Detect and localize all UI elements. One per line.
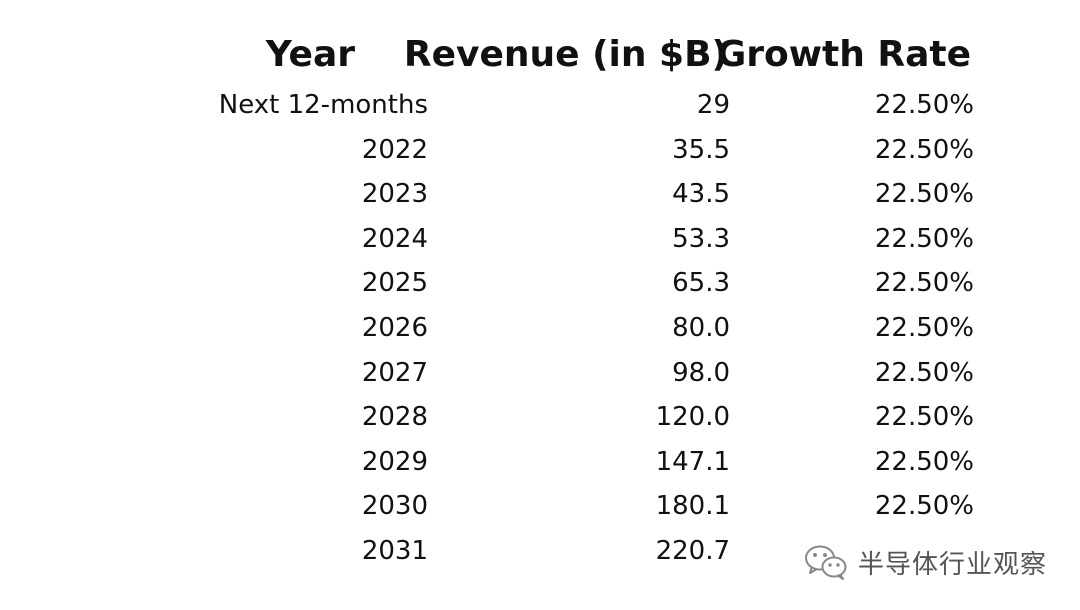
header-growth-rate: Growth Rate bbox=[716, 34, 971, 75]
watermark: 半导体行业观察 bbox=[804, 540, 1047, 584]
cell-revenue: 80.0 bbox=[672, 313, 730, 343]
watermark-text: 半导体行业观察 bbox=[858, 549, 1048, 580]
cell-growth-rate: 22.50% bbox=[874, 224, 974, 254]
cell-year: 2030 bbox=[361, 491, 428, 521]
cell-revenue: 35.5 bbox=[672, 135, 730, 165]
cell-revenue: 43.5 bbox=[672, 179, 730, 209]
cell-growth-rate: 22.50% bbox=[874, 313, 974, 343]
cell-revenue: 220.7 bbox=[655, 536, 730, 566]
cell-growth-rate: 22.50% bbox=[874, 358, 974, 388]
cell-year: 2028 bbox=[361, 402, 428, 432]
cell-growth-rate: 22.50% bbox=[874, 135, 974, 165]
cell-year: 2027 bbox=[361, 358, 428, 388]
cell-growth-rate: 22.50% bbox=[874, 268, 974, 298]
cell-year: 2029 bbox=[361, 447, 428, 477]
cell-growth-rate: 22.50% bbox=[874, 402, 974, 432]
wechat-icon bbox=[804, 543, 848, 581]
cell-year: 2031 bbox=[361, 536, 428, 566]
header-revenue: Revenue (in $B) bbox=[403, 34, 728, 75]
cell-growth-rate: 22.50% bbox=[874, 491, 974, 521]
cell-growth-rate: 22.50% bbox=[874, 90, 974, 120]
cell-revenue: 180.1 bbox=[655, 491, 730, 521]
cell-year: 2023 bbox=[361, 179, 428, 209]
cell-year: 2026 bbox=[361, 313, 428, 343]
cell-revenue: 65.3 bbox=[672, 268, 730, 298]
cell-growth-rate: 22.50% bbox=[874, 179, 974, 209]
header-year: Year bbox=[265, 34, 355, 75]
cell-year: 2022 bbox=[361, 135, 428, 165]
cell-revenue: 53.3 bbox=[672, 224, 730, 254]
cell-revenue: 98.0 bbox=[672, 358, 730, 388]
cell-growth-rate: 22.50% bbox=[874, 447, 974, 477]
cell-year: Next 12-months bbox=[218, 90, 428, 120]
cell-year: 2024 bbox=[361, 224, 428, 254]
cell-revenue: 120.0 bbox=[655, 402, 730, 432]
cell-year: 2025 bbox=[361, 268, 428, 298]
cell-revenue: 29 bbox=[696, 90, 730, 120]
cell-revenue: 147.1 bbox=[655, 447, 730, 477]
